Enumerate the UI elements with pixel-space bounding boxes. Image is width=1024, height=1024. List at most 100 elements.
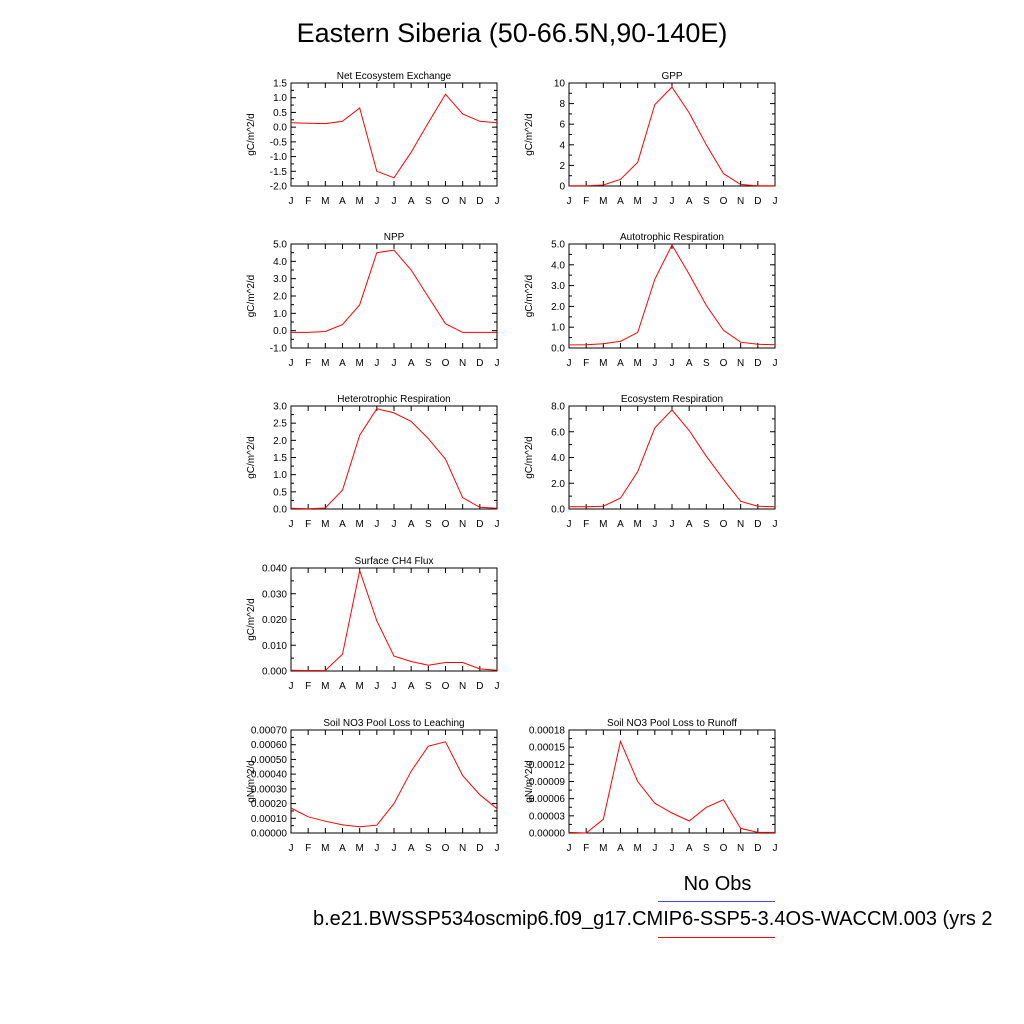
x-tick-label: O: [442, 843, 450, 854]
y-tick-label: 6: [559, 120, 565, 131]
y-tick-label: 3.0: [551, 281, 565, 292]
plot-frame: [568, 729, 776, 834]
y-tick-label: 0.00012: [529, 760, 566, 771]
x-tick-label: J: [670, 519, 675, 530]
chart-panel: Soil NO3 Pool Loss to Runoff 0.00000 0.000…: [524, 718, 778, 854]
y-tick-label: 0.00000: [529, 829, 566, 840]
x-tick-label: O: [720, 519, 728, 530]
x-tick-label: J: [652, 196, 657, 207]
x-tick-label: J: [495, 843, 500, 854]
y-tick-label: 0.040: [262, 564, 287, 575]
x-tick-label: N: [737, 519, 744, 530]
x-tick-label: M: [321, 843, 329, 854]
y-tick-label: 0.00040: [251, 770, 288, 781]
x-tick-label: F: [305, 843, 311, 854]
plot-frame: [290, 82, 498, 187]
y-axis-label: gC/m^2/d: [524, 436, 535, 479]
y-axis-label: gC/m^2/d: [246, 436, 257, 479]
x-tick-label: J: [773, 519, 778, 530]
y-axis-label: gC/m^2/d: [246, 598, 257, 641]
x-tick-label: S: [703, 196, 710, 207]
y-tick-label: 0.00030: [251, 784, 288, 795]
x-tick-label: F: [305, 196, 311, 207]
y-tick-label: -1.0: [270, 344, 288, 355]
x-tick-label: D: [476, 681, 483, 692]
chart-panel: Soil NO3 Pool Loss to Leaching 0.00000 0.0…: [246, 718, 500, 854]
x-tick-label: D: [476, 358, 483, 369]
chart-title: Heterotrophic Respiration: [337, 394, 450, 405]
series-line: [569, 86, 775, 187]
x-tick-label: N: [459, 681, 466, 692]
x-tick-label: F: [583, 196, 589, 207]
y-tick-label: 0: [559, 182, 565, 193]
y-tick-label: 4.0: [551, 260, 565, 271]
x-tick-label: J: [392, 196, 397, 207]
x-tick-label: J: [773, 358, 778, 369]
x-tick-label: J: [495, 358, 500, 369]
y-tick-label: 0.00050: [251, 755, 288, 766]
chart-title: Net Ecosystem Exchange: [337, 71, 452, 82]
x-tick-label: S: [425, 681, 432, 692]
x-tick-label: J: [652, 843, 657, 854]
x-tick-label: J: [374, 843, 379, 854]
series-line: [569, 409, 776, 508]
y-tick-label: 0.0: [551, 344, 565, 355]
x-tick-label: S: [703, 843, 710, 854]
y-tick-label: 0.000: [262, 667, 287, 678]
chart-title: Autotrophic Respiration: [620, 232, 724, 243]
chart-panel: Net Ecosystem Exchange -2.0 -1.5 -1.0 -0.5 0.…: [246, 71, 500, 207]
y-axis-label: gN/m^2/d: [524, 760, 535, 803]
y-tick-label: -2.0: [270, 182, 288, 193]
x-tick-label: M: [599, 843, 607, 854]
series-line: [290, 408, 498, 510]
y-tick-label: 10: [554, 79, 566, 90]
y-axis-label: gC/m^2/d: [246, 113, 257, 156]
y-tick-label: -1.0: [270, 152, 288, 163]
x-tick-label: A: [408, 681, 415, 692]
x-tick-label: M: [321, 681, 329, 692]
x-tick-label: O: [442, 681, 450, 692]
chart-title: GPP: [661, 71, 682, 82]
x-tick-label: J: [374, 681, 379, 692]
y-tick-label: 0.00070: [251, 726, 288, 737]
y-tick-label: 0.010: [262, 641, 287, 652]
x-tick-label: M: [355, 196, 363, 207]
x-tick-label: S: [425, 358, 432, 369]
x-tick-label: J: [374, 519, 379, 530]
x-tick-label: S: [703, 358, 710, 369]
chart-title: Soil NO3 Pool Loss to Leaching: [323, 718, 464, 729]
x-tick-label: J: [392, 358, 397, 369]
x-tick-label: M: [599, 358, 607, 369]
y-tick-label: 1.5: [273, 79, 287, 90]
y-tick-label: 4.0: [273, 257, 287, 268]
y-tick-label: 3.0: [273, 402, 287, 413]
series-line: [290, 93, 498, 179]
x-tick-label: M: [355, 358, 363, 369]
x-tick-label: D: [476, 519, 483, 530]
chart-title: Ecosystem Respiration: [621, 394, 723, 405]
y-tick-label: 0.0: [273, 326, 287, 337]
x-tick-label: J: [773, 196, 778, 207]
x-tick-label: A: [617, 358, 624, 369]
y-tick-label: 8: [559, 99, 565, 110]
y-tick-label: 0.00010: [251, 814, 288, 825]
x-tick-label: J: [289, 843, 294, 854]
x-tick-label: D: [754, 358, 761, 369]
x-tick-label: M: [599, 519, 607, 530]
x-tick-label: A: [339, 358, 346, 369]
y-axis-label: gC/m^2/d: [524, 275, 535, 318]
y-axis-label: gN/m^2/d: [246, 760, 257, 803]
x-tick-label: J: [567, 196, 572, 207]
y-tick-label: 8.0: [551, 402, 565, 413]
x-tick-label: S: [425, 519, 432, 530]
y-tick-label: 4.0: [551, 453, 565, 464]
x-tick-label: F: [583, 843, 589, 854]
x-tick-label: J: [392, 681, 397, 692]
y-tick-label: 2.0: [551, 479, 565, 490]
x-tick-label: N: [459, 843, 466, 854]
x-tick-label: A: [617, 519, 624, 530]
x-tick-label: A: [686, 196, 693, 207]
y-tick-label: 2.0: [273, 292, 287, 303]
